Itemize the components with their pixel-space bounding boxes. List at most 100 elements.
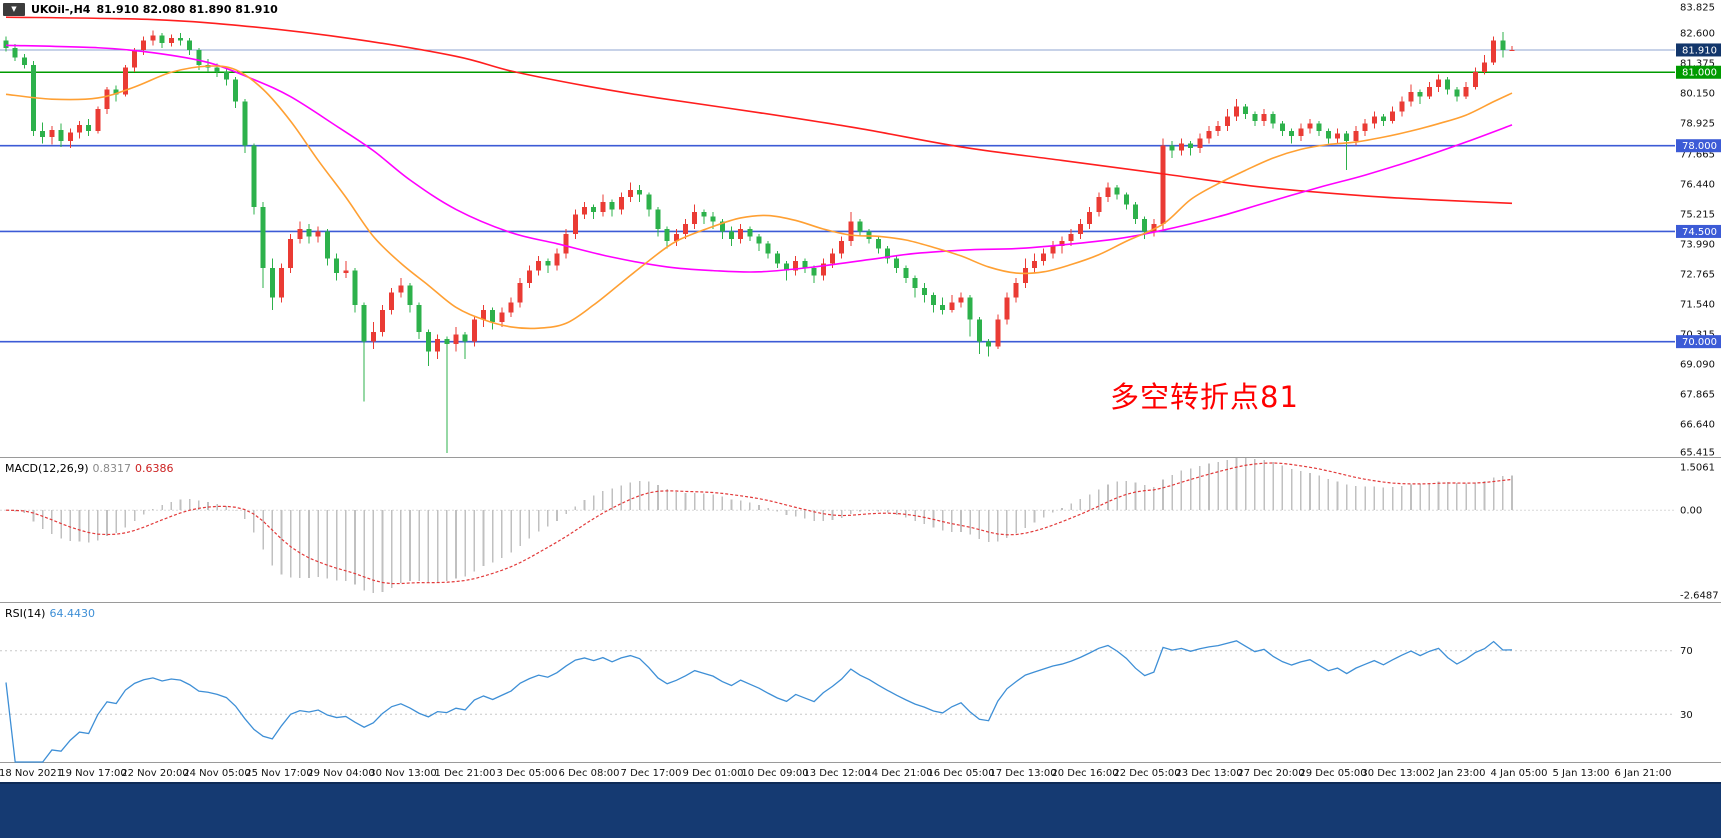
candle-body xyxy=(389,292,395,310)
candle-body xyxy=(398,285,404,293)
candle-body xyxy=(1004,297,1010,320)
macd-signal-value: 0.6386 xyxy=(135,462,174,475)
candle-body xyxy=(1252,113,1258,122)
candle-body xyxy=(481,309,487,320)
candle-body xyxy=(1344,133,1350,141)
candle-body xyxy=(673,233,679,242)
candle-body xyxy=(1133,204,1138,220)
macd-axis-label: 1.5061 xyxy=(1680,463,1715,474)
hline-price-label: 78.000 xyxy=(1682,141,1717,152)
candle-body xyxy=(343,270,349,274)
time-label: 2 Jan 23:00 xyxy=(1429,768,1486,779)
rsi-level-label: 30 xyxy=(1680,710,1693,721)
candle-body xyxy=(967,297,973,320)
candle-body xyxy=(40,131,46,138)
time-label: 30 Nov 13:00 xyxy=(369,768,436,779)
candle-body xyxy=(187,40,193,51)
candle-body xyxy=(1390,111,1396,122)
candle-body xyxy=(306,228,312,237)
candle-body xyxy=(793,260,799,271)
ma-mid-magenta xyxy=(5,44,1513,273)
candle-body xyxy=(866,231,872,239)
candle-body xyxy=(407,285,413,305)
candle-body xyxy=(462,334,468,342)
price-tick-label: 70.315 xyxy=(1680,329,1715,340)
candle-body xyxy=(747,228,753,237)
time-label: 23 Dec 13:00 xyxy=(1175,768,1242,779)
candle-body xyxy=(563,233,569,254)
candle-body xyxy=(774,253,780,264)
time-label: 17 Dec 13:00 xyxy=(989,768,1056,779)
time-label: 20 Dec 16:00 xyxy=(1051,768,1118,779)
candle-body xyxy=(554,253,560,266)
candle-body xyxy=(875,238,881,249)
price-axis[interactable]: 83.825 82.600 81.375 80.150 78.925 77.665 76.4… xyxy=(1676,3,1721,721)
candle-body xyxy=(1096,197,1102,212)
candle-body xyxy=(1142,219,1148,232)
candle-body xyxy=(930,295,936,305)
candle-body xyxy=(545,260,551,266)
candle-body xyxy=(1509,49,1515,51)
candle-body xyxy=(885,248,891,259)
candle-body xyxy=(995,319,1001,347)
hline-price-label: 74.500 xyxy=(1682,227,1717,238)
one-click-trading-button[interactable]: ▼ xyxy=(3,3,25,16)
candle-body xyxy=(591,206,597,212)
candle-body xyxy=(196,50,202,65)
price-tick-label: 66.640 xyxy=(1680,419,1715,430)
candle-body xyxy=(1454,89,1460,97)
candle-body xyxy=(1197,138,1203,149)
ma-fast-orange xyxy=(5,65,1513,330)
hline-price-label: 81.000 xyxy=(1682,68,1717,79)
candle-body xyxy=(324,231,330,259)
rsi-label: RSI(14) 64.4430 xyxy=(5,607,99,620)
rsi-value: 64.4430 xyxy=(49,607,95,620)
candle-body xyxy=(857,221,863,232)
candle-body xyxy=(829,253,835,264)
candle-body xyxy=(260,206,266,269)
price-tick-label: 81.375 xyxy=(1680,59,1715,70)
candle-body xyxy=(903,268,909,278)
price-tick-label: 83.825 xyxy=(1680,3,1715,14)
price-tick-label: 82.600 xyxy=(1680,29,1715,40)
rsi-indicator xyxy=(0,640,1675,763)
time-label: 14 Dec 21:00 xyxy=(865,768,932,779)
hline-price-label-box xyxy=(1676,224,1721,238)
candle-body xyxy=(1463,86,1469,97)
candle-body xyxy=(820,263,826,276)
candle-body xyxy=(600,202,606,212)
chart-title-bar: ▼ UKOil-,H4 81.910 82.080 81.890 81.910 xyxy=(3,3,278,16)
candle-body xyxy=(627,189,633,198)
candle-body xyxy=(1362,123,1368,132)
candle-body xyxy=(618,197,624,210)
candle-body xyxy=(288,238,294,269)
candle-body xyxy=(1270,113,1276,124)
time-label: 16 Dec 05:00 xyxy=(927,768,994,779)
time-label: 6 Dec 08:00 xyxy=(559,768,620,779)
moving-averages xyxy=(5,16,1513,330)
time-label: 6 Jan 21:00 xyxy=(1615,768,1672,779)
candle-body xyxy=(958,297,964,303)
candle-body xyxy=(1335,133,1341,139)
time-label: 29 Nov 04:00 xyxy=(307,768,374,779)
candle-body xyxy=(416,304,422,332)
candle-body xyxy=(278,268,284,298)
candle-body xyxy=(1325,131,1331,139)
price-tick-label: 71.540 xyxy=(1680,299,1715,310)
candle-body xyxy=(1399,101,1405,112)
horizontal-lines[interactable] xyxy=(0,49,1675,343)
hline-price-label-box xyxy=(1676,65,1721,79)
candle-body xyxy=(1279,123,1285,132)
candle-body xyxy=(380,309,385,332)
candle-body xyxy=(646,194,652,210)
price-tick-label: 65.415 xyxy=(1680,448,1715,459)
candle-body xyxy=(1041,253,1047,261)
chart-canvas[interactable]: 83.825 82.600 81.375 80.150 78.925 77.665 76.4… xyxy=(0,0,1721,782)
macd-axis-label: 0.00 xyxy=(1680,506,1702,517)
time-label: 18 Nov 2021 xyxy=(0,768,63,779)
candle-body xyxy=(269,268,275,298)
candle-body xyxy=(251,145,257,207)
candle-body xyxy=(912,277,918,288)
candle-body xyxy=(490,309,496,323)
